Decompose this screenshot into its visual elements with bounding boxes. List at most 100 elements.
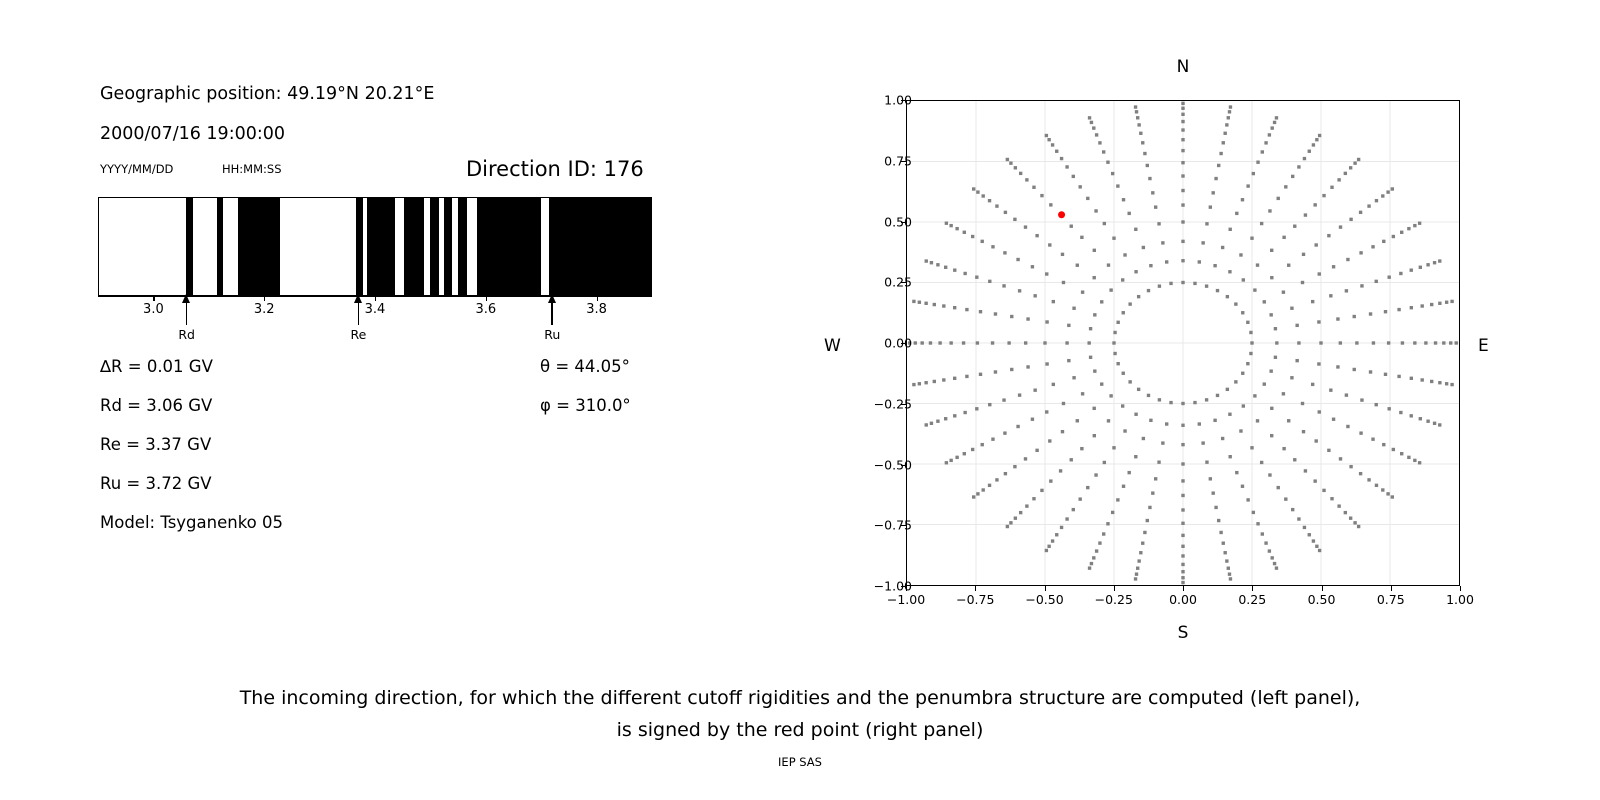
- direction-point: [1259, 221, 1264, 226]
- direction-point: [1295, 323, 1299, 328]
- direction-point: [1181, 138, 1185, 142]
- direction-point: [1214, 176, 1218, 181]
- direction-point: [1374, 402, 1378, 407]
- direction-point: [1181, 174, 1185, 178]
- direction-point: [988, 279, 992, 284]
- direction-point: [1060, 252, 1065, 257]
- direction-point: [1161, 241, 1165, 245]
- direction-point: [955, 226, 959, 231]
- direction-point: [1310, 382, 1315, 387]
- direction-point: [1078, 497, 1082, 501]
- direction-point: [1407, 455, 1411, 460]
- direction-point: [1025, 504, 1029, 508]
- direction-point: [1418, 417, 1423, 421]
- direction-point: [1121, 311, 1125, 315]
- direction-point: [1017, 289, 1022, 293]
- direction-point: [1420, 304, 1424, 308]
- y-tick-label: −0.25: [873, 396, 912, 412]
- direction-point: [1092, 275, 1096, 280]
- direction-point: [1228, 412, 1232, 416]
- direction-point: [1302, 525, 1307, 530]
- direction-point: [1094, 473, 1098, 477]
- direction-point: [1444, 300, 1449, 304]
- direction-point: [1217, 518, 1221, 523]
- rigidity-tick-mark: [264, 296, 266, 301]
- direction-point: [1060, 429, 1065, 434]
- param-re: Re = 3.37 GV: [100, 435, 212, 454]
- direction-point: [1281, 290, 1286, 294]
- direction-point: [1013, 516, 1018, 520]
- direction-point: [1143, 151, 1147, 156]
- direction-point: [1371, 341, 1376, 345]
- direction-point: [1032, 185, 1036, 189]
- direction-point: [1035, 448, 1039, 453]
- direction-point: [1065, 341, 1069, 345]
- direction-point: [1331, 417, 1336, 421]
- direction-point: [1327, 233, 1331, 238]
- direction-point: [1148, 505, 1152, 510]
- direction-point: [1352, 314, 1356, 319]
- direction-point: [1269, 369, 1273, 373]
- direction-point: [1239, 253, 1243, 257]
- direction-point: [1293, 458, 1297, 462]
- direction-point: [1313, 203, 1317, 207]
- y-tick-mark: [901, 525, 906, 527]
- direction-point: [1353, 521, 1357, 525]
- direction-point: [1450, 382, 1454, 387]
- direction-point: [1102, 532, 1106, 536]
- direction-point: [1102, 221, 1107, 226]
- date-format-label: YYYY/MM/DD: [100, 162, 174, 176]
- direction-point: [1314, 439, 1318, 443]
- direction-point: [1109, 288, 1113, 292]
- direction-point: [1032, 497, 1036, 501]
- direction-point: [993, 312, 998, 316]
- direction-point: [976, 492, 980, 496]
- direction-point: [1368, 312, 1373, 316]
- direction-point: [1193, 281, 1197, 286]
- direction-point: [1080, 235, 1084, 240]
- direction-point: [1049, 203, 1053, 207]
- direction-point: [1128, 380, 1132, 384]
- direction-point: [975, 341, 980, 345]
- direction-point: [1251, 510, 1256, 515]
- direction-point: [936, 419, 940, 423]
- direction-point: [1055, 533, 1059, 537]
- direction-point: [1322, 488, 1326, 493]
- direction-point: [1197, 260, 1201, 264]
- direction-point: [1110, 510, 1115, 515]
- direction-point: [1219, 530, 1223, 535]
- param-theta: θ = 44.05°: [540, 357, 630, 376]
- direction-point: [1343, 510, 1348, 515]
- direction-point: [1331, 265, 1336, 269]
- direction-point: [1005, 524, 1010, 529]
- direction-point: [1317, 272, 1321, 276]
- direction-point: [1223, 551, 1227, 555]
- direction-point: [1327, 448, 1331, 453]
- direction-point: [1282, 235, 1286, 240]
- direction-point: [1023, 457, 1028, 461]
- direction-point: [995, 478, 999, 482]
- direction-point: [1048, 439, 1052, 443]
- direction-point: [1197, 422, 1201, 426]
- direction-point: [1120, 278, 1125, 282]
- direction-point: [991, 437, 995, 441]
- direction-point: [1359, 251, 1363, 255]
- direction-point: [1143, 530, 1147, 535]
- direction-point: [1069, 224, 1073, 228]
- direction-point: [1211, 491, 1215, 495]
- direction-point: [1035, 233, 1039, 238]
- direction-point: [1102, 150, 1106, 154]
- penumbra-band: [185, 198, 193, 295]
- direction-point: [1301, 252, 1306, 257]
- direction-point: [1181, 128, 1185, 132]
- direction-point: [1013, 166, 1018, 170]
- penumbra-band: [549, 198, 651, 295]
- direction-point: [1314, 243, 1318, 247]
- direction-point: [1181, 533, 1185, 538]
- direction-point: [965, 374, 969, 379]
- footer-label: IEP SAS: [778, 755, 822, 769]
- direction-point: [1181, 106, 1185, 110]
- param-delta-r: ∆R = 0.01 GV: [100, 357, 213, 376]
- direction-point: [1208, 477, 1213, 481]
- direction-point: [1048, 243, 1052, 247]
